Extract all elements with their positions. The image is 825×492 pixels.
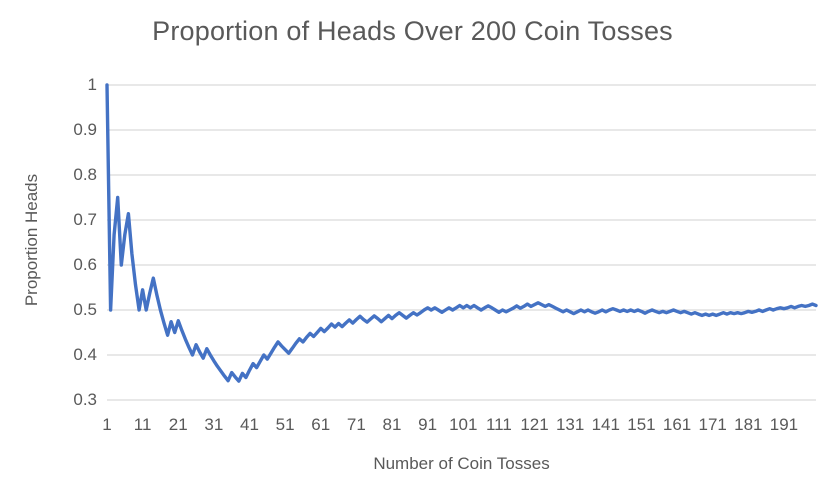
x-tick-label: 141: [591, 415, 620, 434]
x-tick-label: 21: [168, 415, 188, 434]
x-tick-label: 101: [449, 415, 478, 434]
x-tick-label: 171: [698, 415, 727, 434]
series-line: [105, 83, 818, 383]
y-tick-label: 0.7: [73, 210, 97, 229]
x-tick-label: 161: [662, 415, 692, 434]
chart-title: Proportion of Heads Over 200 Coin Tosses: [152, 16, 673, 46]
x-tick-label: 151: [627, 415, 656, 434]
y-tick-label: 0.3: [73, 390, 97, 409]
x-tick-label: 1: [102, 415, 112, 434]
y-tick-label: 0.4: [73, 345, 97, 364]
x-tick-label: 91: [418, 415, 438, 434]
x-tick-label: 61: [311, 415, 331, 434]
x-tick-label: 41: [240, 415, 259, 434]
x-tick-label: 111: [485, 415, 512, 434]
y-tick-label: 0.6: [73, 255, 97, 274]
x-tick-label: 191: [769, 415, 799, 434]
x-tick-label: 31: [204, 415, 224, 434]
x-tick-label: 51: [275, 415, 295, 434]
x-axis-title: Number of Coin Tosses: [373, 454, 550, 473]
y-tick-label: 0.8: [73, 165, 97, 184]
x-tick-label: 71: [346, 415, 366, 434]
x-tick-label: 131: [555, 415, 585, 434]
y-tick-label: 0.5: [73, 300, 97, 319]
y-tick-label: 0.9: [73, 120, 97, 139]
x-tick-label: 11: [133, 415, 152, 434]
x-tick-label: 81: [382, 415, 402, 434]
x-tick-label: 121: [520, 415, 549, 434]
x-tick-label: 181: [734, 415, 763, 434]
y-tick-label: 1: [87, 75, 97, 94]
